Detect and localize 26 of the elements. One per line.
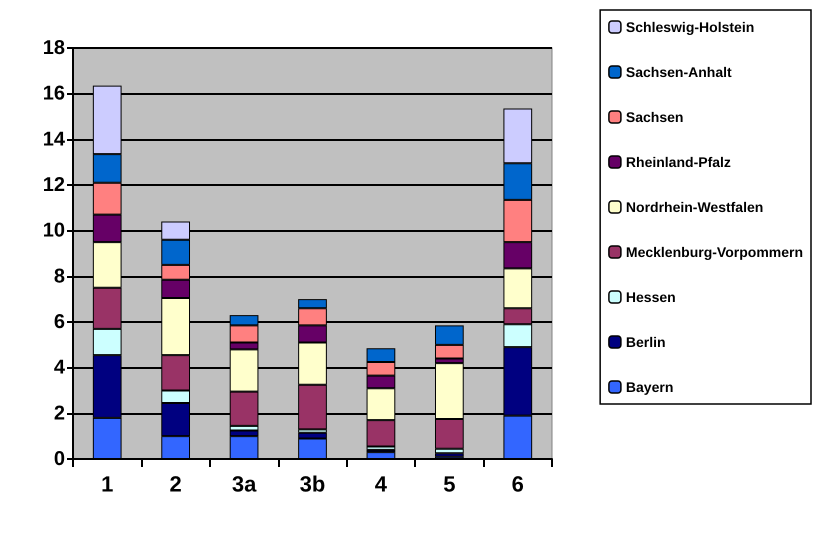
legend-label: Schleswig-Holstein (626, 19, 754, 35)
y-tick-label: 10 (42, 220, 65, 242)
y-tick-label: 16 (42, 82, 65, 105)
x-tick-label: 3b (300, 472, 326, 496)
y-tick-label: 18 (42, 37, 65, 59)
legend-label: Mecklenburg-Vorpommern (626, 244, 804, 260)
y-tick-label: 8 (54, 265, 65, 288)
x-tick-label: 4 (374, 472, 388, 496)
legend-label: Rheinland-Pfalz (626, 154, 731, 170)
x-tick-label: 3a (232, 472, 258, 496)
legend-label: Berlin (626, 334, 666, 350)
y-tick-label: 14 (42, 128, 66, 150)
y-tick-label: 0 (54, 448, 65, 470)
x-tick-label: 1 (101, 472, 114, 496)
legend-label: Hessen (626, 289, 676, 305)
legend-label: Bayern (626, 379, 674, 395)
x-tick-label: 2 (170, 472, 182, 496)
legend-label: Sachsen-Anhalt (626, 64, 732, 80)
legend-label: Sachsen (626, 109, 684, 125)
x-tick-label: 5 (443, 472, 456, 496)
y-tick-label: 2 (54, 402, 65, 424)
y-tick-label: 6 (54, 311, 65, 333)
x-tick-label: 6 (512, 472, 524, 496)
legend-label: Nordrhein-Westfalen (626, 199, 764, 215)
y-tick-label: 4 (54, 356, 66, 379)
y-tick-label: 12 (42, 174, 65, 196)
